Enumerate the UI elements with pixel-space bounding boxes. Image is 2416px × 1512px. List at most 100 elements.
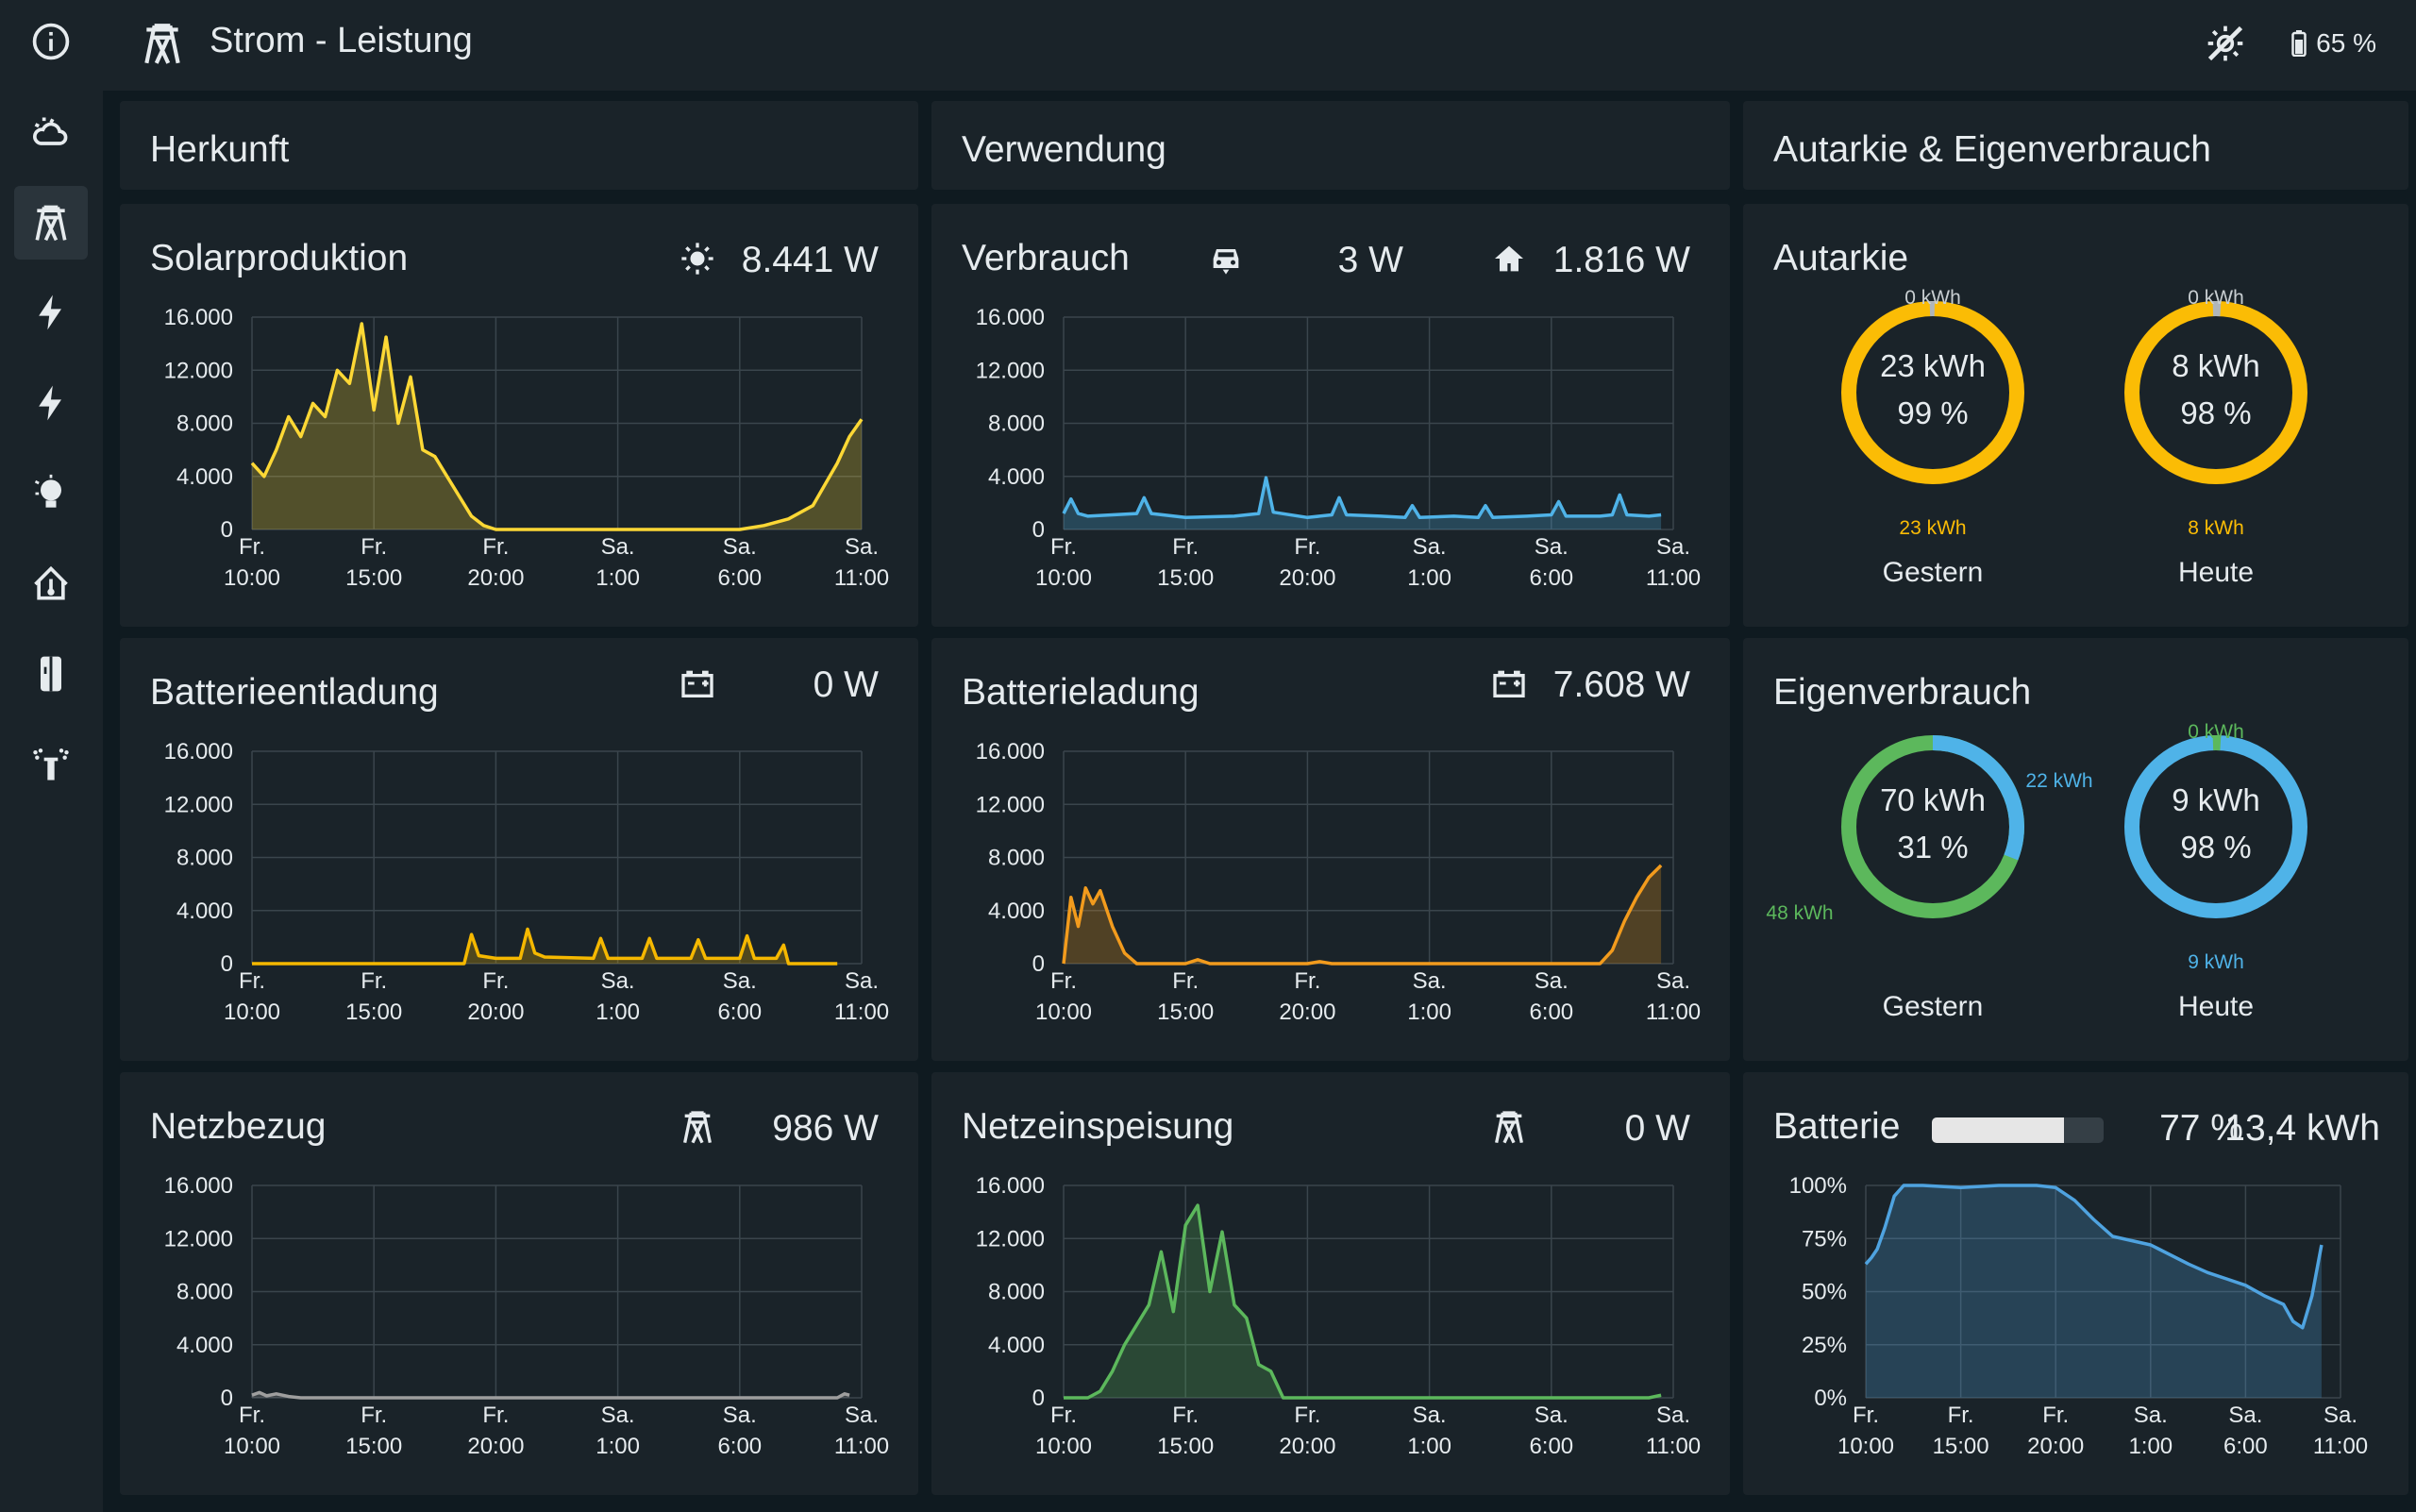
y-tick-label: 4.000 xyxy=(176,464,233,490)
series-area xyxy=(252,324,862,529)
card-batterieentladung[interactable]: Batterieentladung 0 W Fr. 10:00 Fr. 15:00 Fr… xyxy=(120,638,918,1061)
x-tick-label: Sa. xyxy=(723,534,757,560)
battery-percent: 65 % xyxy=(2316,28,2376,58)
x-tick-label: Sa. xyxy=(601,968,635,994)
sidebar-item-fridge[interactable] xyxy=(14,637,88,711)
card-title: Autarkie xyxy=(1773,238,1909,278)
y-tick-label: 16.000 xyxy=(976,1173,1045,1199)
y-tick-label: 8.000 xyxy=(988,846,1045,871)
x-tick-label: 10:00 xyxy=(1035,1434,1092,1459)
card-batterieladung[interactable]: Batterieladung 7.608 W Fr. 10:00 Fr. 15:00 F… xyxy=(931,638,1730,1061)
sidebar-item-sprinkler[interactable] xyxy=(14,728,88,801)
x-tick-label: 20:00 xyxy=(467,1000,524,1025)
battery-icon xyxy=(681,670,713,697)
home-thermometer-icon xyxy=(34,565,68,600)
power-value: 0 W xyxy=(813,664,879,705)
series-area xyxy=(1866,1185,2322,1398)
transmission-tower-icon xyxy=(35,205,67,242)
y-tick-label: 50% xyxy=(1802,1280,1847,1305)
battery-percent: 77 % xyxy=(2159,1108,2243,1149)
x-tick-label: 1:00 xyxy=(1407,1434,1451,1459)
ring-eigenverbrauch-gestern xyxy=(1841,735,2024,918)
y-tick-label: 0 xyxy=(221,517,233,543)
battery-energy: 13,4 kWh xyxy=(2224,1108,2380,1149)
flash-icon xyxy=(39,385,61,421)
x-tick-label: 1:00 xyxy=(596,1434,640,1459)
y-tick-label: 16.000 xyxy=(976,739,1045,764)
battery-icon xyxy=(1493,670,1525,697)
x-tick-label: Sa. xyxy=(845,534,879,560)
card-verbrauch[interactable]: Verbrauch 3 W 1.816 W Fr. 10:00 Fr. 15:00 Fr… xyxy=(931,204,1730,627)
chart-netzbezug: Fr. 10:00 Fr. 15:00 Fr. 20:00 Sa. 1:00 Sa. 6:00 Sa… xyxy=(164,1173,890,1459)
info-icon xyxy=(32,23,70,60)
y-tick-label: 12.000 xyxy=(976,1226,1045,1252)
x-tick-label: Sa. xyxy=(1656,534,1690,560)
card-batterie[interactable]: Batterie 77 % 13,4 kWh Fr. 10:00 Fr. 15:00 F… xyxy=(1743,1072,2408,1495)
sidebar-item-weather[interactable] xyxy=(14,96,88,170)
card-netzeinspeisung[interactable]: Netzeinspeisung 0 W Fr. 10:00 Fr. 15:00 Fr. 2… xyxy=(931,1072,1730,1495)
transmission-tower-icon xyxy=(683,1111,712,1144)
x-tick-label: 20:00 xyxy=(1279,565,1335,591)
home-icon xyxy=(1495,245,1523,272)
ring-kwh: 70 kWh xyxy=(1880,782,1986,817)
transmission-tower-icon xyxy=(1495,1111,1523,1144)
ring-right-label: 22 kWh xyxy=(2025,770,2093,792)
ring-top-label: 0 kWh xyxy=(2188,721,2244,743)
x-tick-label: 1:00 xyxy=(596,1000,640,1025)
y-tick-label: 25% xyxy=(1802,1333,1847,1358)
x-tick-label: Fr. xyxy=(482,534,509,560)
y-tick-label: 12.000 xyxy=(164,358,233,383)
x-tick-label: 11:00 xyxy=(834,1434,889,1459)
power-value: 7.608 W xyxy=(1552,664,1690,705)
series-line xyxy=(1062,864,1663,966)
power-value: 8.441 W xyxy=(741,240,879,280)
sidebar-item-flash-2[interactable] xyxy=(14,366,88,440)
x-tick-label: Fr. xyxy=(1294,1403,1320,1428)
transmission-tower-icon xyxy=(144,24,180,64)
y-tick-label: 12.000 xyxy=(164,792,233,817)
card-solarproduktion[interactable]: Solarproduktion 8.441 W Fr. 10:00 Fr. 15:00… xyxy=(120,204,918,627)
x-tick-label: Sa. xyxy=(723,968,757,994)
x-tick-label: 20:00 xyxy=(1279,1434,1335,1459)
section-autarkie: Autarkie & Eigenverbrauch xyxy=(1743,101,2408,190)
sidebar-item-light[interactable] xyxy=(14,457,88,530)
ring-percent: 98 % xyxy=(2180,830,2252,865)
ring-caption: Gestern xyxy=(1882,991,1984,1022)
x-tick-label: Fr. xyxy=(482,1403,509,1428)
x-tick-label: Fr. xyxy=(1294,968,1320,994)
y-tick-label: 75% xyxy=(1802,1226,1847,1252)
weather-partly-cloudy-icon xyxy=(33,117,68,145)
card-title: Batterieentladung xyxy=(150,672,439,713)
x-tick-label: Fr. xyxy=(239,534,265,560)
weather-sunny-off-icon[interactable] xyxy=(2205,23,2246,64)
card-eigenverbrauch[interactable]: Eigenverbrauch 70 kWh 31 % 22 kWh 48 kWh … xyxy=(1743,638,2408,1061)
card-netzbezug[interactable]: Netzbezug 986 W Fr. 10:00 Fr. 15:00 Fr. 20:00… xyxy=(120,1072,918,1495)
x-tick-label: 1:00 xyxy=(1407,565,1451,591)
y-tick-label: 0 xyxy=(1032,1386,1045,1411)
sidebar-item-power[interactable] xyxy=(14,186,88,260)
card-title: Netzbezug xyxy=(150,1106,327,1147)
x-tick-label: Sa. xyxy=(1535,968,1569,994)
sidebar-item-flash-1[interactable] xyxy=(14,276,88,349)
x-tick-label: Fr. xyxy=(1050,1403,1077,1428)
x-tick-label: 10:00 xyxy=(1035,1000,1092,1025)
x-tick-label: 6:00 xyxy=(1529,1000,1573,1025)
chart-netzeinspeisung: Fr. 10:00 Fr. 15:00 Fr. 20:00 Sa. 1:00 Sa. 6:00 Sa… xyxy=(976,1173,1702,1459)
card-autarkie[interactable]: Autarkie 23 kWh 99 % 0 kWh 23 kWh Gestern… xyxy=(1743,204,2408,627)
section-title: Autarkie & Eigenverbrauch xyxy=(1773,129,2211,170)
ring-bottom-label: 9 kWh xyxy=(2188,951,2244,973)
x-tick-label: 6:00 xyxy=(1529,565,1573,591)
x-tick-label: Sa. xyxy=(1656,968,1690,994)
x-tick-label: Fr. xyxy=(1050,968,1077,994)
x-tick-label: 11:00 xyxy=(2313,1434,2368,1459)
x-tick-label: Fr. xyxy=(239,968,265,994)
ring-bottom-label: 8 kWh xyxy=(2188,517,2244,539)
x-tick-label: Sa. xyxy=(845,1403,879,1428)
sidebar-item-info[interactable] xyxy=(14,5,88,78)
sidebar-item-home-climate[interactable] xyxy=(14,547,88,621)
y-tick-label: 0 xyxy=(1032,517,1045,543)
section-title: Herkunft xyxy=(150,129,290,170)
ring-percent: 98 % xyxy=(2180,395,2252,430)
x-tick-label: 11:00 xyxy=(1646,565,1701,591)
device-battery-status: 65 % xyxy=(2291,28,2376,59)
